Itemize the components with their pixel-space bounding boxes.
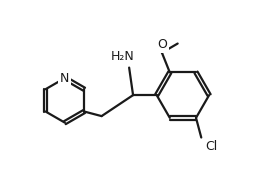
Text: Cl: Cl — [205, 140, 218, 153]
Text: N: N — [60, 72, 70, 85]
Text: H₂N: H₂N — [111, 50, 135, 63]
Text: O: O — [157, 38, 167, 51]
